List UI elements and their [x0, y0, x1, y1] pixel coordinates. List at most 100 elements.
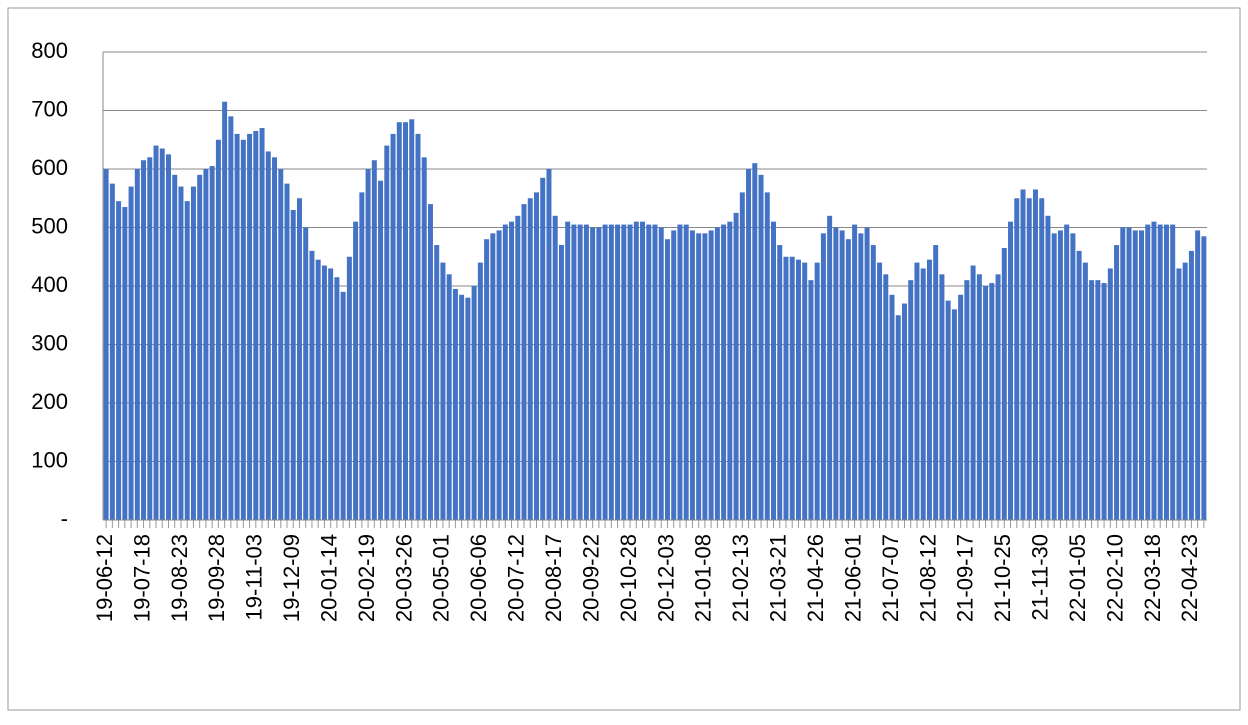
bar	[590, 227, 596, 520]
bar	[1126, 227, 1132, 520]
x-tick-label: 21-03-21	[766, 534, 791, 622]
bar	[197, 174, 203, 520]
bar	[1101, 283, 1107, 520]
bar	[471, 286, 477, 520]
bar	[895, 315, 901, 520]
bar	[683, 224, 689, 520]
bar	[615, 224, 621, 520]
bar	[983, 286, 989, 520]
bar	[627, 224, 633, 520]
bar	[1095, 280, 1101, 520]
bar	[958, 294, 964, 520]
bar	[558, 245, 564, 521]
bar	[914, 262, 920, 520]
bar	[658, 227, 664, 520]
bar	[396, 122, 402, 520]
bar	[1089, 280, 1095, 520]
bar	[640, 221, 646, 520]
bar	[1157, 224, 1163, 520]
bar	[976, 274, 982, 520]
bar	[521, 204, 527, 520]
x-tick-label: 21-10-25	[990, 534, 1015, 622]
bar	[646, 224, 652, 520]
bar	[721, 224, 727, 520]
x-tick-label: 19-08-23	[167, 534, 192, 622]
bar	[540, 177, 546, 520]
bar	[272, 157, 278, 521]
bar	[147, 157, 153, 521]
bar	[664, 239, 670, 520]
bar	[608, 224, 614, 520]
bar	[577, 224, 583, 520]
bar	[141, 160, 147, 520]
bar	[509, 221, 515, 520]
bar	[1064, 224, 1070, 520]
bar	[1014, 198, 1020, 520]
bar	[502, 224, 508, 520]
bar	[1045, 215, 1051, 521]
bar	[939, 274, 945, 520]
x-tick-label: 19-12-09	[279, 534, 304, 622]
x-tick-label: 20-06-06	[466, 534, 491, 622]
y-tick-label: 100	[31, 447, 68, 472]
y-tick-label: 700	[31, 96, 68, 121]
bar	[795, 259, 801, 520]
bar	[989, 283, 995, 520]
x-tick-label: 19-07-18	[129, 534, 154, 622]
bar	[870, 245, 876, 521]
bar	[552, 215, 558, 521]
bar	[359, 192, 365, 520]
x-tick-label: 21-02-13	[728, 534, 753, 622]
x-tick-label: 21-09-17	[953, 534, 978, 622]
bar	[371, 160, 377, 520]
bar	[165, 154, 171, 520]
bar	[933, 245, 939, 521]
bar	[1201, 236, 1207, 520]
bar	[571, 224, 577, 520]
bar	[265, 151, 271, 520]
bar	[309, 250, 315, 520]
bar	[808, 280, 814, 520]
y-tick-label: 300	[31, 330, 68, 355]
bar	[771, 221, 777, 520]
bar	[621, 224, 627, 520]
bar	[109, 183, 115, 520]
bar	[533, 192, 539, 520]
bar	[134, 169, 140, 520]
bar	[596, 227, 602, 520]
bar	[215, 139, 221, 520]
x-tick-label: 22-02-10	[1102, 534, 1127, 622]
bar	[222, 101, 228, 520]
bar	[820, 233, 826, 520]
bar	[515, 215, 521, 521]
y-tick-label: 400	[31, 272, 68, 297]
bar	[702, 233, 708, 520]
bar	[421, 157, 427, 521]
bar	[696, 233, 702, 520]
y-tick-label: 600	[31, 155, 68, 180]
x-tick-label: 20-10-28	[616, 534, 641, 622]
x-tick-label: 21-08-12	[915, 534, 940, 622]
y-tick-label: 200	[31, 389, 68, 414]
bar	[714, 227, 720, 520]
bar	[1026, 198, 1032, 520]
bar	[303, 227, 309, 520]
bar	[184, 201, 190, 521]
bar	[883, 274, 889, 520]
bar	[340, 291, 346, 520]
bar	[1057, 230, 1063, 521]
x-tick-label: 20-03-26	[391, 534, 416, 622]
bar	[858, 233, 864, 520]
bar	[409, 119, 415, 521]
x-tick-label: 21-04-26	[803, 534, 828, 622]
bar	[708, 230, 714, 521]
bar	[365, 169, 371, 520]
bar	[1076, 250, 1082, 520]
x-tick-label: 22-01-05	[1065, 534, 1090, 622]
bar	[839, 230, 845, 521]
x-tick-label: 21-06-01	[840, 534, 865, 622]
x-tick-label: 21-01-08	[691, 534, 716, 622]
x-tick-label: 20-07-12	[504, 534, 529, 622]
bar	[783, 256, 789, 520]
bar	[633, 221, 639, 520]
